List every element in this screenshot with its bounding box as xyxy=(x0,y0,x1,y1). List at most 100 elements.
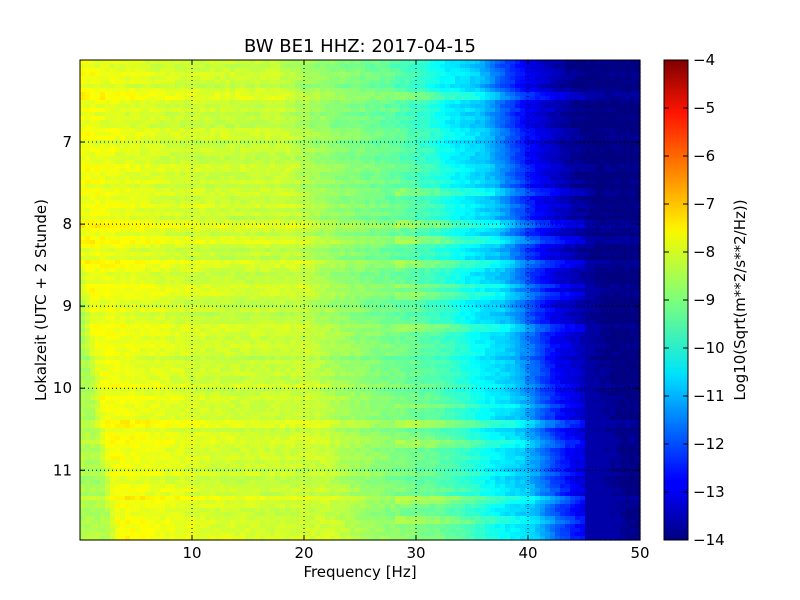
heatmap-cell xyxy=(470,100,476,105)
heatmap-cell xyxy=(85,80,91,85)
heatmap-cell xyxy=(505,176,511,181)
heatmap-cell xyxy=(315,116,321,121)
heatmap-cell xyxy=(500,156,506,161)
heatmap-cell xyxy=(120,176,126,181)
heatmap-cell xyxy=(620,168,626,173)
heatmap-cell xyxy=(360,160,366,165)
heatmap-cell xyxy=(120,100,126,105)
heatmap-cell xyxy=(430,112,436,117)
heatmap-cell xyxy=(400,72,406,77)
heatmap-cell xyxy=(350,148,356,153)
heatmap-cell xyxy=(295,184,301,189)
heatmap-cell xyxy=(585,200,591,205)
heatmap-cell xyxy=(315,136,321,141)
heatmap-cell xyxy=(160,216,166,221)
heatmap-cell xyxy=(100,220,106,225)
heatmap-cell xyxy=(580,88,586,93)
heatmap-cell xyxy=(540,92,546,97)
heatmap-cell xyxy=(360,100,366,105)
heatmap-cell xyxy=(280,148,286,153)
heatmap-cell xyxy=(620,100,626,105)
heatmap-cell xyxy=(140,120,146,125)
heatmap-cell xyxy=(285,136,291,141)
heatmap-cell xyxy=(515,100,521,105)
heatmap-cell xyxy=(205,68,211,73)
heatmap-cell xyxy=(200,160,206,165)
heatmap-cell xyxy=(210,92,216,97)
heatmap-cell xyxy=(625,100,631,105)
heatmap-cell xyxy=(85,228,91,233)
heatmap-cell xyxy=(600,108,606,113)
heatmap-cell xyxy=(380,216,386,221)
heatmap-cell xyxy=(455,80,461,85)
heatmap-cell xyxy=(245,224,251,229)
heatmap-cell xyxy=(515,104,521,109)
heatmap-cell xyxy=(320,80,326,85)
heatmap-cell xyxy=(555,60,561,65)
heatmap-cell xyxy=(395,160,401,165)
heatmap-cell xyxy=(85,212,91,217)
heatmap-cell xyxy=(600,160,606,165)
heatmap-cell xyxy=(170,164,176,169)
heatmap-cell xyxy=(310,228,316,233)
heatmap-cell xyxy=(635,208,641,213)
heatmap-cell xyxy=(410,84,416,89)
heatmap-cell xyxy=(560,164,566,169)
heatmap-cell xyxy=(285,192,291,197)
heatmap-cell xyxy=(390,84,396,89)
heatmap-cell xyxy=(590,232,596,237)
heatmap-cell xyxy=(345,112,351,117)
heatmap-cell xyxy=(415,184,421,189)
heatmap-cell xyxy=(215,160,221,165)
heatmap-cell xyxy=(395,84,401,89)
heatmap-cell xyxy=(600,84,606,89)
heatmap-cell xyxy=(230,220,236,225)
heatmap-cell xyxy=(100,88,106,93)
heatmap-cell xyxy=(560,124,566,129)
heatmap-cell xyxy=(170,144,176,149)
heatmap-cell xyxy=(380,184,386,189)
heatmap-cell xyxy=(180,168,186,173)
heatmap-cell xyxy=(275,224,281,229)
heatmap-cell xyxy=(350,184,356,189)
heatmap-cell xyxy=(345,192,351,197)
heatmap-cell xyxy=(210,176,216,181)
heatmap-cell xyxy=(255,100,261,105)
heatmap-cell xyxy=(610,72,616,77)
heatmap-cell xyxy=(195,128,201,133)
heatmap-cell xyxy=(450,92,456,97)
heatmap-cell xyxy=(265,172,271,177)
heatmap-cell xyxy=(425,84,431,89)
heatmap-cell xyxy=(560,64,566,69)
heatmap-cell xyxy=(635,80,641,85)
heatmap-cell xyxy=(145,84,151,89)
heatmap-cell xyxy=(190,96,196,101)
heatmap-cell xyxy=(610,96,616,101)
heatmap-cell xyxy=(535,156,541,161)
heatmap-cell xyxy=(295,192,301,197)
heatmap-cell xyxy=(525,192,531,197)
heatmap-cell xyxy=(80,148,86,153)
heatmap-cell xyxy=(280,228,286,233)
heatmap-cell xyxy=(560,192,566,197)
heatmap-cell xyxy=(615,84,621,89)
heatmap-cell xyxy=(505,188,511,193)
heatmap-cell xyxy=(370,164,376,169)
heatmap-cell xyxy=(550,152,556,157)
heatmap-cell xyxy=(560,92,566,97)
heatmap-cell xyxy=(380,84,386,89)
heatmap-cell xyxy=(585,104,591,109)
heatmap-cell xyxy=(315,220,321,225)
heatmap-cell xyxy=(595,84,601,89)
heatmap-cell xyxy=(210,108,216,113)
heatmap-cell xyxy=(250,212,256,217)
heatmap-cell xyxy=(300,104,306,109)
heatmap-cell xyxy=(140,80,146,85)
heatmap-cell xyxy=(570,208,576,213)
heatmap-cell xyxy=(135,208,141,213)
heatmap-cell xyxy=(220,216,226,221)
heatmap-cell xyxy=(350,60,356,65)
heatmap-cell xyxy=(475,128,481,133)
heatmap-cell xyxy=(275,148,281,153)
heatmap-cell xyxy=(245,196,251,201)
